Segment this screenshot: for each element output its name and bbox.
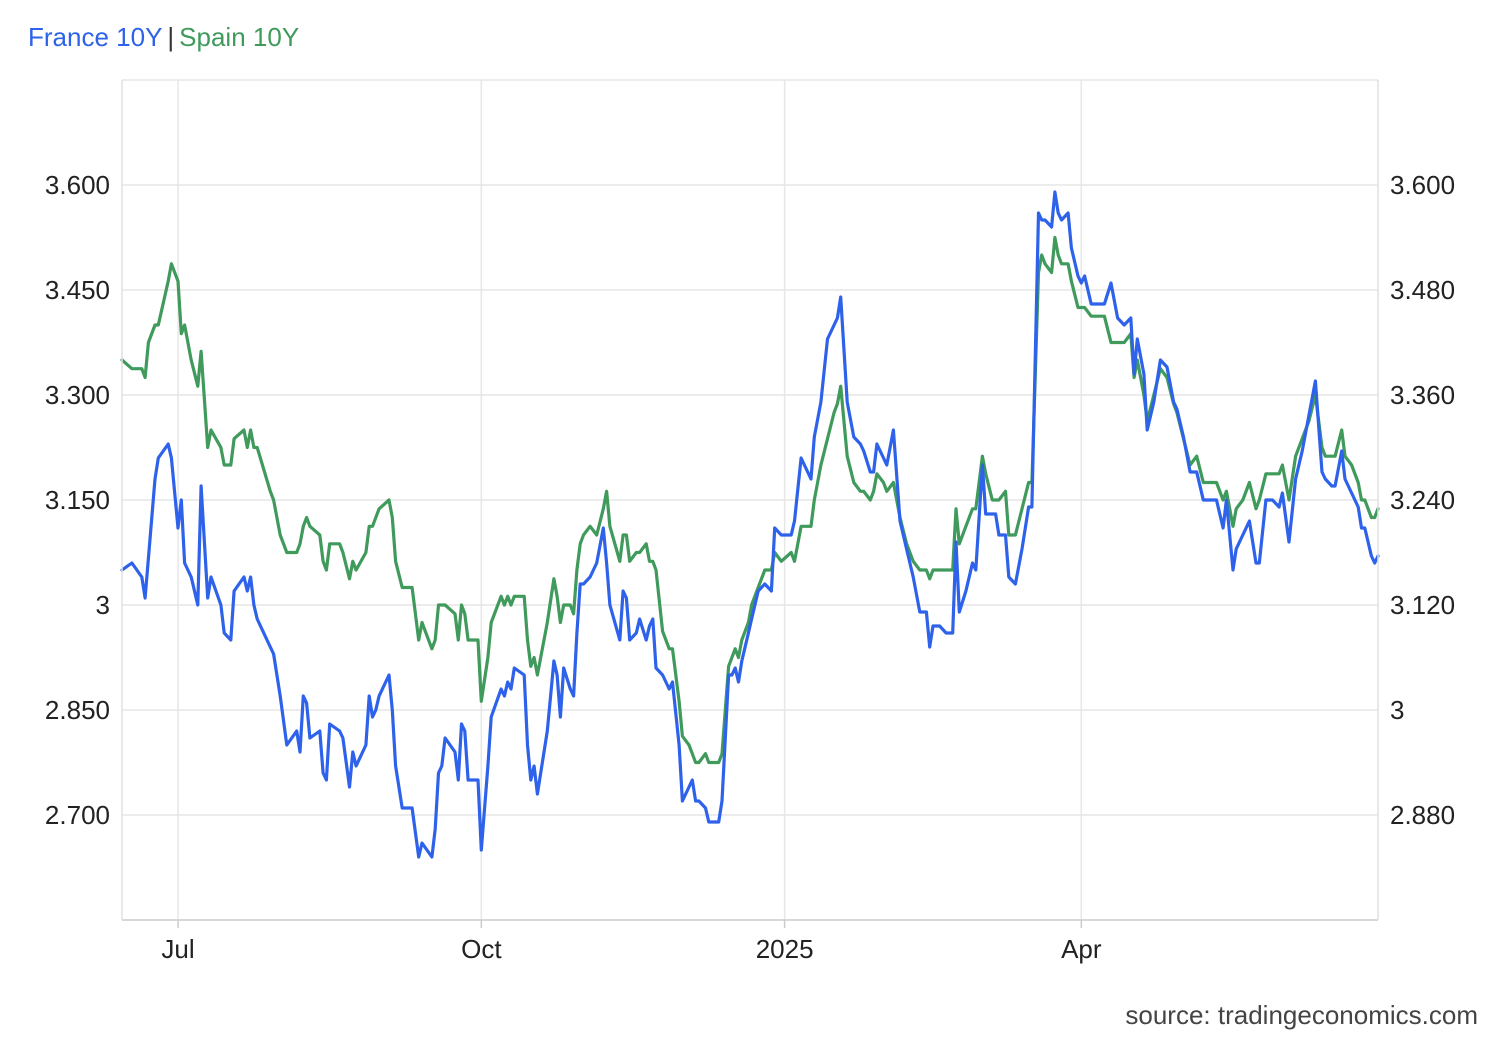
x-tick-label: Jul [161,934,194,964]
legend-spain-10y[interactable]: Spain 10Y [179,22,300,52]
y-right-tick-label: 3.240 [1390,485,1455,515]
x-tick-label: Apr [1061,934,1102,964]
y-left-tick-label: 2.850 [45,695,110,725]
legend-france-10y[interactable]: France 10Y [28,22,163,52]
y-right-tick-label: 2.880 [1390,800,1455,830]
y-left-tick-label: 3.300 [45,380,110,410]
y-left-tick-label: 3 [96,590,110,620]
y-right-tick-label: 3 [1390,695,1404,725]
y-left-tick-label: 3.150 [45,485,110,515]
y-right-tick-label: 3.360 [1390,380,1455,410]
y-right-tick-label: 3.120 [1390,590,1455,620]
y-left-tick-label: 3.450 [45,275,110,305]
y-right-tick-label: 3.480 [1390,275,1455,305]
x-tick-label: 2025 [756,934,814,964]
grid [122,79,1378,920]
series-line-france-10y[interactable] [120,190,1380,859]
series-layer [120,190,1380,859]
y-right-tick-label: 3.600 [1390,170,1455,200]
y-left-tick-label: 2.700 [45,800,110,830]
x-tick-label: Oct [461,934,502,964]
legend-separator: | [167,22,175,52]
tick-labels: 2.700 2.850 3 3.150 3.300 3.450 3.600 2.880 3 3.1… [45,170,1455,964]
axes [121,80,1379,928]
y-left-tick-label: 3.600 [45,170,110,200]
legend: France 10Y | Spain 10Y [28,22,299,53]
source-credit[interactable]: source: tradingeconomics.com [1125,1000,1478,1030]
